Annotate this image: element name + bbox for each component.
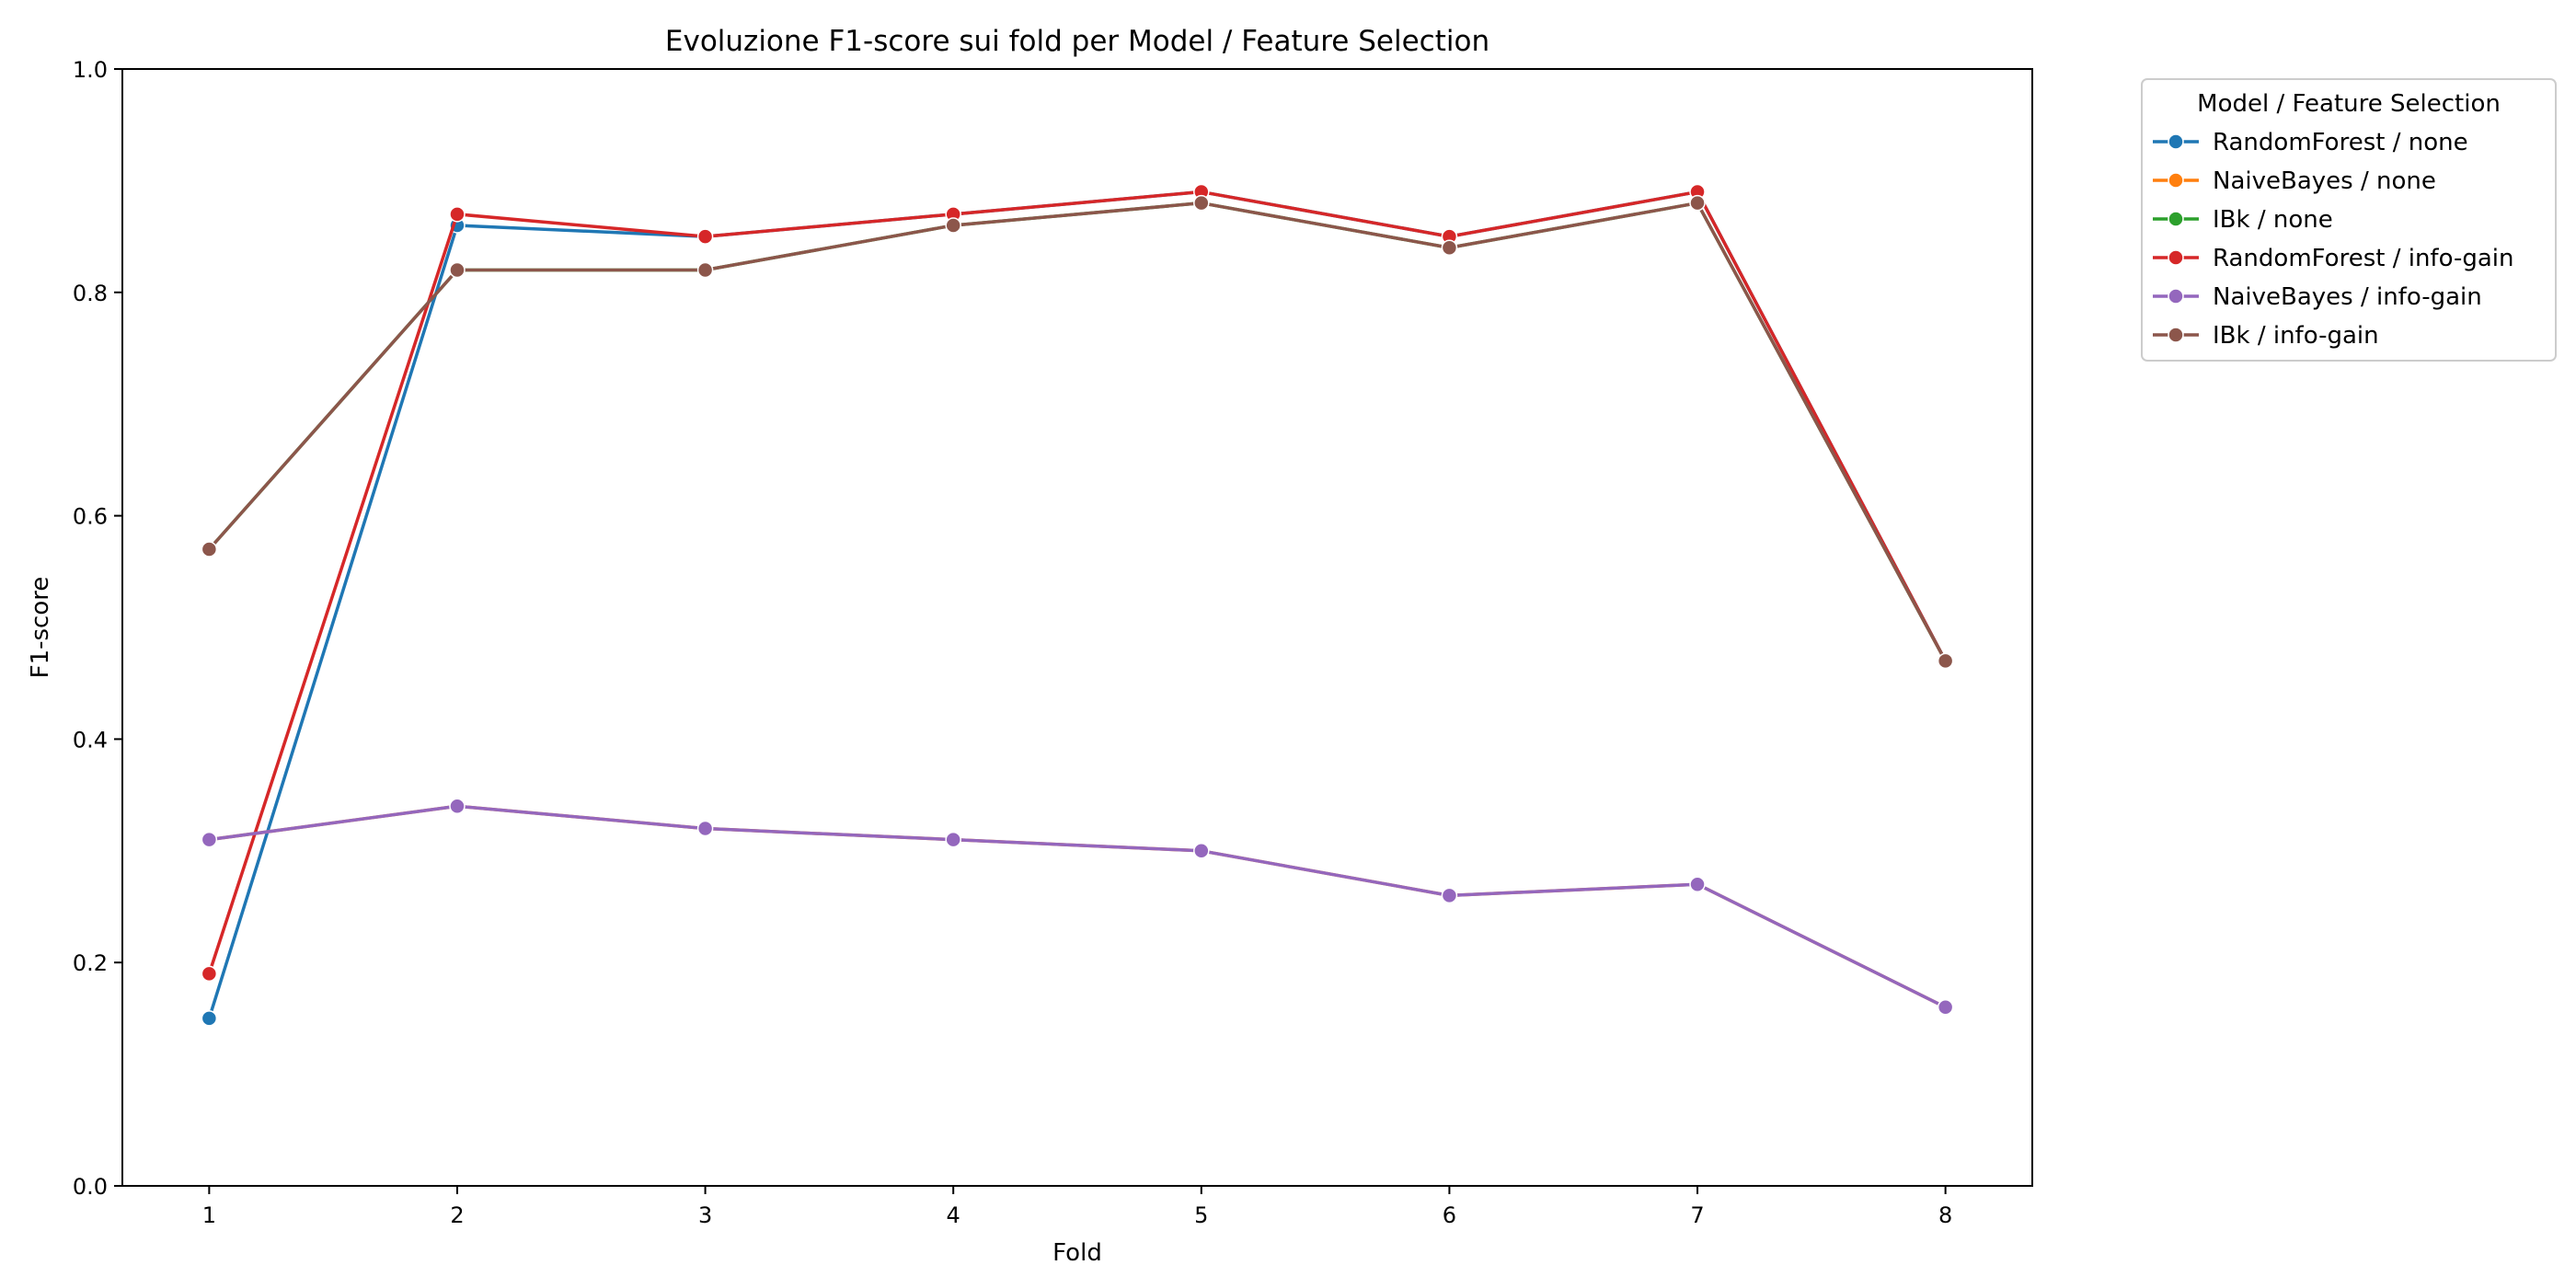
legend-swatch-marker <box>2168 327 2184 343</box>
legend-title: Model / Feature Selection <box>2197 90 2501 118</box>
x-tick-label: 5 <box>1194 1202 1208 1228</box>
x-tick-label: 2 <box>450 1202 464 1228</box>
data-point <box>201 1010 218 1027</box>
legend-item: IBk / none <box>2153 206 2333 234</box>
y-tick-label: 0.0 <box>73 1174 108 1200</box>
data-point <box>1193 843 1210 859</box>
legend-item: RandomForest / info-gain <box>2153 245 2514 272</box>
series-4 <box>201 798 1954 1016</box>
x-axis: 1 2 3 4 5 6 7 8 <box>202 1186 1952 1228</box>
data-point <box>201 965 218 983</box>
series-line <box>207 804 1948 1009</box>
legend-box <box>2141 78 2557 362</box>
data-point <box>1937 999 1954 1016</box>
data-point <box>449 261 466 279</box>
series-5 <box>201 194 1954 670</box>
y-tick-label: 1.0 <box>73 57 108 83</box>
data-point <box>1937 652 1954 670</box>
y-tick-label: 0.6 <box>73 504 108 530</box>
x-tick-label: 1 <box>202 1202 216 1228</box>
y-axis-label: F1-score <box>27 577 54 679</box>
legend-label: NaiveBayes / info-gain <box>2213 283 2482 311</box>
x-axis-label: Fold <box>1052 1239 1102 1267</box>
data-point <box>449 206 466 223</box>
legend-swatch-marker <box>2168 172 2184 189</box>
x-tick-label: 8 <box>1938 1202 1952 1228</box>
legend-item: NaiveBayes / none <box>2153 167 2436 195</box>
y-tick-label: 0.2 <box>73 950 108 976</box>
chart-title: Evoluzione F1-score sui fold per Model /… <box>665 25 1489 58</box>
data-point <box>1689 194 1706 212</box>
data-point <box>696 228 714 245</box>
legend: Model / Feature Selection RandomForest /… <box>2141 78 2557 362</box>
legend-swatch-marker <box>2168 211 2184 227</box>
y-tick-label: 0.4 <box>73 727 108 753</box>
legend-label: RandomForest / none <box>2213 129 2468 156</box>
legend-swatch-marker <box>2168 249 2184 266</box>
data-point <box>1689 876 1706 892</box>
data-point <box>1441 239 1458 256</box>
data-point <box>696 261 714 279</box>
y-tick-label: 0.8 <box>73 281 108 306</box>
x-tick-label: 4 <box>947 1202 960 1228</box>
x-tick-label: 3 <box>698 1202 712 1228</box>
series-line <box>207 201 1948 663</box>
data-point <box>696 820 714 837</box>
data-point <box>945 831 961 848</box>
data-point <box>945 217 961 234</box>
series-layer <box>201 183 1954 1027</box>
legend-item: RandomForest / none <box>2153 129 2468 156</box>
plot-frame <box>121 68 2033 1187</box>
series-line <box>207 190 1948 976</box>
data-point <box>449 798 466 814</box>
data-point <box>201 541 218 558</box>
legend-swatch-marker <box>2168 288 2184 305</box>
legend-label: IBk / none <box>2213 206 2333 234</box>
data-point <box>201 831 218 848</box>
legend-item: NaiveBayes / info-gain <box>2153 283 2482 311</box>
legend-items: RandomForest / none NaiveBayes / none IBk … <box>2153 129 2514 350</box>
y-axis: 0.0 0.2 0.4 0.6 0.8 1.0 <box>73 57 122 1200</box>
legend-label: IBk / info-gain <box>2213 322 2379 350</box>
legend-item: IBk / info-gain <box>2153 322 2379 350</box>
data-point <box>1193 194 1210 212</box>
legend-swatch-marker <box>2168 133 2184 150</box>
legend-label: NaiveBayes / none <box>2213 167 2436 195</box>
x-tick-label: 7 <box>1690 1202 1704 1228</box>
legend-label: RandomForest / info-gain <box>2213 245 2514 272</box>
data-point <box>1441 887 1458 904</box>
x-tick-label: 6 <box>1443 1202 1456 1228</box>
